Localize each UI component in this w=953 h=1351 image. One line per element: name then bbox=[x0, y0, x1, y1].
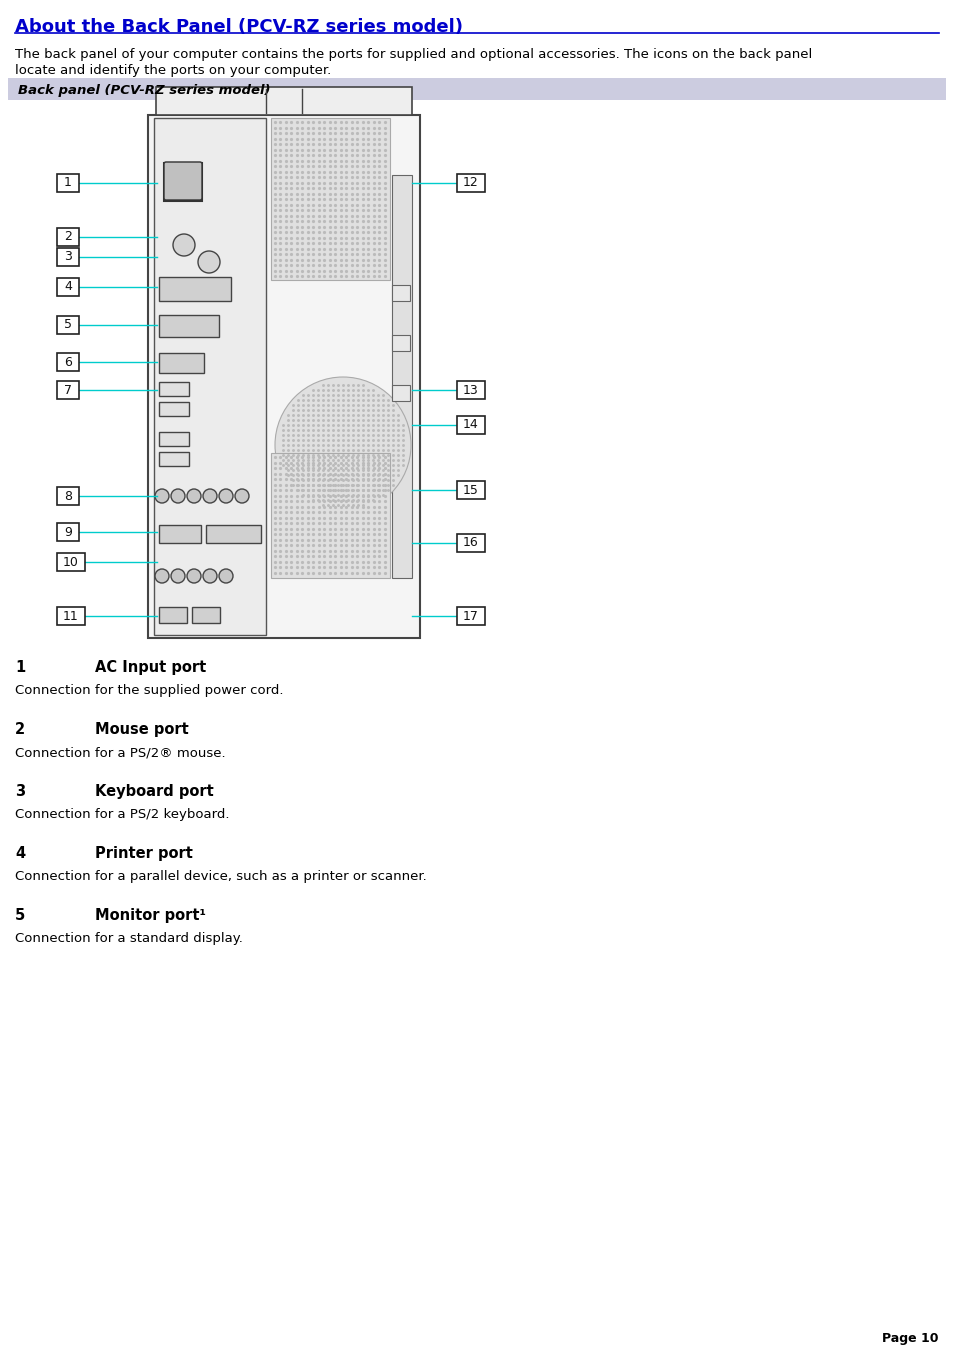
Bar bbox=[159, 432, 189, 446]
FancyBboxPatch shape bbox=[164, 162, 202, 200]
Text: Connection for a PS/2 keyboard.: Connection for a PS/2 keyboard. bbox=[15, 808, 230, 821]
Text: Page 10: Page 10 bbox=[882, 1332, 938, 1346]
Text: 4: 4 bbox=[15, 846, 25, 861]
Bar bbox=[57, 228, 79, 246]
Text: Connection for a parallel device, such as a printer or scanner.: Connection for a parallel device, such a… bbox=[15, 870, 426, 884]
Text: Connection for a PS/2® mouse.: Connection for a PS/2® mouse. bbox=[15, 746, 226, 759]
Text: Connection for the supplied power cord.: Connection for the supplied power cord. bbox=[15, 684, 283, 697]
Circle shape bbox=[234, 489, 249, 503]
Bar bbox=[164, 163, 202, 201]
Circle shape bbox=[219, 569, 233, 584]
Text: About the Back Panel (PCV-RZ series model): About the Back Panel (PCV-RZ series mode… bbox=[15, 18, 462, 36]
Text: locate and identify the ports on your computer.: locate and identify the ports on your co… bbox=[15, 63, 331, 77]
Circle shape bbox=[198, 251, 220, 273]
Text: 4: 4 bbox=[64, 281, 71, 293]
Text: 12: 12 bbox=[462, 177, 478, 189]
Text: 13: 13 bbox=[462, 384, 478, 396]
Text: 5: 5 bbox=[15, 908, 25, 923]
Bar bbox=[456, 607, 484, 626]
Bar bbox=[57, 174, 79, 192]
Bar bbox=[153, 118, 266, 635]
Bar bbox=[148, 115, 419, 638]
Bar bbox=[159, 607, 187, 623]
Circle shape bbox=[219, 489, 233, 503]
Bar bbox=[456, 416, 484, 434]
Bar bbox=[456, 481, 484, 499]
Text: 2: 2 bbox=[15, 721, 25, 738]
Text: Back panel (PCV-RZ series model): Back panel (PCV-RZ series model) bbox=[18, 84, 271, 97]
Bar bbox=[57, 278, 79, 296]
Bar bbox=[57, 249, 79, 266]
Bar bbox=[271, 118, 390, 280]
Bar bbox=[57, 316, 79, 334]
Bar bbox=[456, 534, 484, 553]
Circle shape bbox=[154, 569, 169, 584]
Circle shape bbox=[187, 569, 201, 584]
Text: 10: 10 bbox=[63, 555, 79, 569]
Circle shape bbox=[171, 489, 185, 503]
Bar bbox=[57, 607, 85, 626]
Bar bbox=[156, 86, 412, 115]
Circle shape bbox=[203, 569, 216, 584]
Text: 15: 15 bbox=[462, 484, 478, 497]
Text: 16: 16 bbox=[462, 536, 478, 550]
Text: Mouse port: Mouse port bbox=[95, 721, 189, 738]
Circle shape bbox=[172, 234, 194, 255]
Bar bbox=[57, 523, 79, 540]
Bar bbox=[159, 453, 189, 466]
Text: The back panel of your computer contains the ports for supplied and optional acc: The back panel of your computer contains… bbox=[15, 49, 811, 61]
Text: 7: 7 bbox=[64, 384, 71, 396]
Circle shape bbox=[274, 377, 411, 513]
Bar bbox=[159, 277, 231, 301]
Bar bbox=[206, 526, 261, 543]
Bar bbox=[456, 381, 484, 399]
Bar bbox=[159, 403, 189, 416]
Bar bbox=[159, 353, 204, 373]
Text: 2: 2 bbox=[64, 231, 71, 243]
Text: 6: 6 bbox=[64, 355, 71, 369]
Text: 8: 8 bbox=[64, 489, 71, 503]
Bar bbox=[8, 78, 945, 100]
Text: 3: 3 bbox=[64, 250, 71, 263]
Text: Connection for a standard display.: Connection for a standard display. bbox=[15, 932, 243, 944]
Text: Keyboard port: Keyboard port bbox=[95, 784, 213, 798]
Text: 3: 3 bbox=[15, 784, 25, 798]
Bar bbox=[392, 385, 410, 401]
Text: Printer port: Printer port bbox=[95, 846, 193, 861]
Bar bbox=[57, 486, 79, 505]
Bar bbox=[159, 526, 201, 543]
Circle shape bbox=[187, 489, 201, 503]
Bar bbox=[392, 285, 410, 301]
Bar bbox=[57, 553, 85, 571]
Text: 9: 9 bbox=[64, 526, 71, 539]
Circle shape bbox=[171, 569, 185, 584]
Text: AC Input port: AC Input port bbox=[95, 661, 206, 676]
Text: 5: 5 bbox=[64, 319, 71, 331]
Text: 14: 14 bbox=[462, 419, 478, 431]
Text: 11: 11 bbox=[63, 609, 79, 623]
Text: 1: 1 bbox=[15, 661, 25, 676]
Text: Monitor port¹: Monitor port¹ bbox=[95, 908, 206, 923]
Bar bbox=[57, 381, 79, 399]
Bar bbox=[159, 315, 219, 336]
Circle shape bbox=[154, 489, 169, 503]
Bar bbox=[271, 453, 390, 578]
Bar bbox=[192, 607, 220, 623]
Bar bbox=[392, 335, 410, 351]
Bar bbox=[57, 353, 79, 372]
Text: 1: 1 bbox=[64, 177, 71, 189]
Bar bbox=[159, 382, 189, 396]
Text: 17: 17 bbox=[462, 609, 478, 623]
Bar bbox=[392, 176, 412, 578]
Circle shape bbox=[203, 489, 216, 503]
Bar bbox=[456, 174, 484, 192]
